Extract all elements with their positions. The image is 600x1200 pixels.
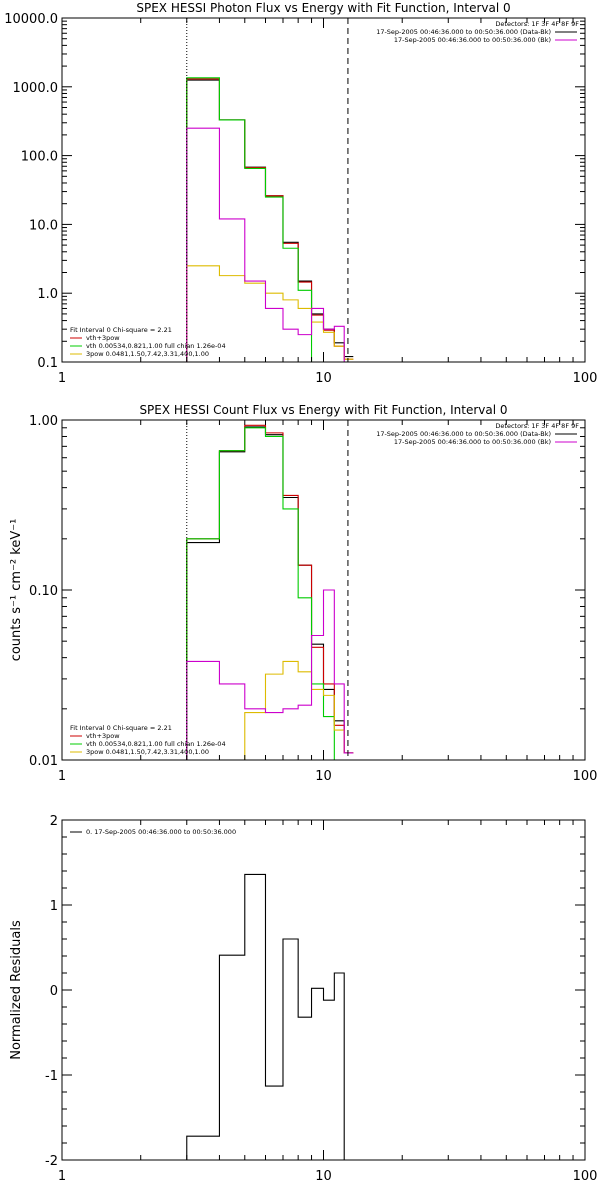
series-line (186, 127, 354, 362)
series-line (186, 660, 354, 760)
series-line (186, 427, 354, 760)
chart-title: SPEX HESSI Photon Flux vs Energy with Fi… (136, 1, 510, 15)
chart-title: SPEX HESSI Count Flux vs Energy with Fit… (139, 403, 507, 417)
series-line (186, 78, 354, 362)
legend-text: vth 0.00534,0.821,1.00 full chian 1.26e-… (86, 342, 226, 350)
photon-flux-panel: SPEX HESSI Photon Flux vs Energy with Fi… (4, 1, 597, 386)
legend-text: Fit Interval 0 Chi-square = 2.21 (70, 326, 172, 334)
y-tick-label: 0.10 (29, 584, 58, 599)
y-tick-label: 1.0 (37, 287, 58, 302)
y-tick-label: 0 (50, 984, 58, 999)
legend-text: 3pow 0.0481,1.50,7.42,3.31,400,1.00 (86, 748, 209, 756)
x-tick-label: 100 (573, 769, 598, 784)
x-tick-label: 10 (315, 769, 332, 784)
count-flux-panel: SPEX HESSI Count Flux vs Energy with Fit… (9, 403, 597, 784)
x-tick-label: 10 (315, 371, 332, 386)
header-text: 17-Sep-2005 00:46:36.000 to 00:50:36.000… (394, 36, 551, 44)
y-tick-label: 1.00 (29, 414, 58, 429)
y-tick-label: 2 (50, 814, 58, 829)
legend-text: 0. 17-Sep-2005 00:46:36.000 to 00:50:36.… (86, 828, 236, 836)
residuals-panel: 1 10 100 -2 -1 0 1 2 Normalized Residuals 0. 17-S… (9, 814, 597, 1184)
x-tick-label: 1 (58, 769, 66, 784)
legend-text: Fit Interval 0 Chi-square = 2.21 (70, 724, 172, 732)
legend-text: vth 0.00534,0.821,1.00 full chian 1.26e-… (86, 740, 226, 748)
header-text: 17-Sep-2005 00:46:36.000 to 00:50:36.000… (376, 430, 551, 438)
y-tick-label: 0.01 (29, 754, 58, 769)
x-tick-label: 10 (315, 1169, 332, 1184)
header-text: 17-Sep-2005 00:46:36.000 to 00:50:36.000… (376, 28, 551, 36)
series-line (186, 424, 354, 760)
series-line (186, 873, 345, 1160)
y-axis-label: counts s⁻¹ cm⁻² keV⁻¹ (9, 519, 24, 662)
y-tick-label: 1 (50, 899, 58, 914)
y-tick-label: 10000.0 (4, 12, 58, 27)
y-tick-label: -1 (45, 1069, 58, 1084)
x-tick-label: 100 (573, 1169, 598, 1184)
y-tick-label: 10.0 (29, 218, 58, 233)
legend-text: 3pow 0.0481,1.50,7.42,3.31,400,1.00 (86, 350, 209, 358)
y-tick-label: 0.1 (37, 356, 58, 371)
header-text: 17-Sep-2005 00:46:36.000 to 00:50:36.000… (394, 438, 551, 446)
x-tick-label: 1 (58, 371, 66, 386)
header-text: Detectors: 1F 3F 4F 8F 9F (495, 20, 579, 28)
x-tick-label: 1 (58, 1169, 66, 1184)
y-tick-label: -2 (45, 1154, 58, 1169)
y-tick-label: 1000.0 (13, 81, 59, 96)
series-line (186, 79, 354, 362)
series-line (186, 426, 354, 760)
series-line (186, 265, 354, 362)
x-tick-label: 100 (573, 371, 598, 386)
series-line (186, 589, 354, 760)
y-tick-label: 100.0 (21, 150, 58, 165)
y-axis-label: Normalized Residuals (9, 920, 24, 1060)
series-line (186, 77, 354, 362)
legend-text: vth+3pow (86, 334, 120, 342)
header-text: Detectors: 1F 3F 4F 8F 9F (495, 422, 579, 430)
legend-text: vth+3pow (86, 732, 120, 740)
